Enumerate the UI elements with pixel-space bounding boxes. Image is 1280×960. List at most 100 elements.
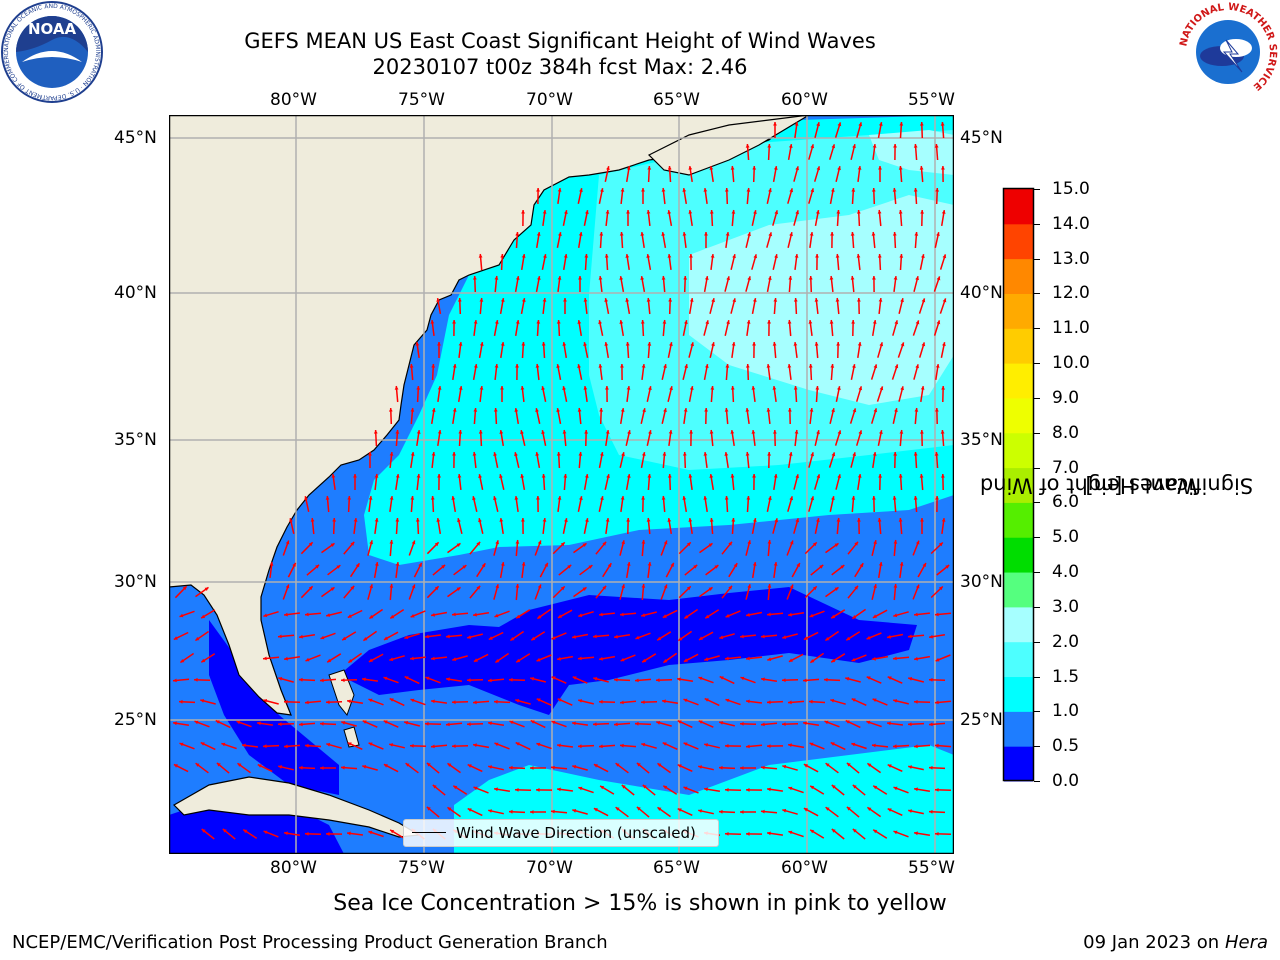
wave-direction-arrowhead <box>308 586 313 591</box>
wave-direction-arrowhead <box>732 298 736 303</box>
wave-direction-arrowhead <box>315 564 320 569</box>
wave-direction-arrowhead <box>856 254 861 258</box>
wave-direction-arrowhead <box>877 254 882 258</box>
wave-direction-arrowhead <box>829 276 834 280</box>
wave-direction-arrowhead <box>336 565 341 569</box>
wave-direction-arrowhead <box>845 720 850 724</box>
wave-direction-arrowhead <box>761 634 765 639</box>
wave-direction-arrowhead <box>447 807 452 811</box>
wave-direction-arrowhead <box>374 474 379 478</box>
wave-direction-arrowhead <box>936 320 941 325</box>
wave-direction-arrowhead <box>829 320 834 324</box>
wave-direction-arrowhead <box>677 808 682 812</box>
wave-direction-arrowhead <box>389 698 394 702</box>
wave-direction-arrowhead <box>556 408 560 412</box>
colorbar-tick-mark <box>1034 641 1040 643</box>
wave-direction-arrowhead <box>809 408 814 412</box>
wave-direction-arrowhead <box>410 698 415 703</box>
wave-direction-arrowhead <box>404 676 409 680</box>
wave-direction-arrowhead <box>640 320 645 324</box>
wave-direction-arrowhead <box>819 564 824 569</box>
wave-direction-arrowhead <box>894 320 899 325</box>
colorbar-tick-mark <box>1034 537 1040 539</box>
wave-direction-arrowhead <box>732 254 736 259</box>
wave-direction-arrowhead <box>625 342 630 346</box>
wave-direction-arrowhead <box>200 699 205 703</box>
wave-direction-arrowhead <box>180 659 185 663</box>
wave-direction-arrowhead <box>564 518 568 522</box>
wave-direction-arrowhead <box>642 784 647 789</box>
wave-direction-arrowhead <box>929 765 933 770</box>
wave-direction-arrowhead <box>859 563 864 568</box>
wave-direction-arrowhead <box>942 254 947 259</box>
wave-direction-arrowhead <box>825 807 830 811</box>
wave-direction-arrowhead <box>350 541 355 546</box>
wave-direction-arrowhead <box>852 784 857 789</box>
wave-direction-arrowhead <box>872 614 877 618</box>
colorbar-tick-label: 1.5 <box>1052 666 1080 687</box>
wave-direction-arrowhead <box>872 656 876 661</box>
wave-band-0-0-to-0-5-gulf <box>209 620 339 795</box>
wave-direction-arrowhead <box>284 612 288 617</box>
wave-direction-arrowhead <box>782 764 787 769</box>
wave-direction-arrowhead <box>369 540 373 545</box>
wave-direction-arrowhead <box>179 742 184 747</box>
wave-direction-arrowhead <box>810 829 815 834</box>
colorbar-tick-label: 0.0 <box>1052 771 1080 791</box>
wave-direction-arrowhead <box>305 743 309 748</box>
wave-direction-arrowhead <box>689 386 694 390</box>
wave-direction-arrowhead <box>782 678 786 683</box>
wave-direction-arrowhead <box>772 386 777 390</box>
wave-direction-arrowhead <box>893 276 898 280</box>
wave-direction-arrowhead <box>746 188 751 192</box>
wave-direction-arrowhead <box>934 452 939 456</box>
wave-direction-arrowhead <box>836 210 841 214</box>
wave-direction-arrowhead <box>663 659 668 663</box>
wave-direction-arrowhead <box>493 408 498 412</box>
lat-label-left-30n: 30°N <box>114 572 157 592</box>
wave-direction-arrowhead <box>330 587 335 591</box>
wave-direction-arrowhead <box>810 188 815 193</box>
wave-direction-arrowhead <box>600 188 604 192</box>
nws-logo: NATIONAL WEATHER SERVICE <box>1178 2 1278 102</box>
wave-band-2-0-to-3-0-b <box>869 130 954 175</box>
wave-direction-arrowhead <box>657 807 662 811</box>
wave-direction-arrowhead <box>320 635 325 640</box>
wave-direction-arrowhead <box>520 430 524 434</box>
wave-direction-arrowhead <box>941 386 945 390</box>
wave-direction-arrowhead <box>201 614 206 619</box>
wave-direction-arrowhead <box>879 430 883 434</box>
wave-direction-arrowhead <box>563 474 568 478</box>
wave-direction-arrowhead <box>605 430 610 434</box>
wave-direction-arrowhead <box>710 254 715 258</box>
wave-direction-arrowhead <box>598 364 603 368</box>
wave-direction-arrowhead <box>556 452 561 456</box>
wave-direction-arrowhead <box>243 829 248 834</box>
wave-direction-arrowhead <box>395 518 400 522</box>
wave-direction-arrowhead <box>661 188 666 192</box>
wave-direction-arrowhead <box>648 386 652 390</box>
wave-direction-arrowhead <box>530 677 535 681</box>
wave-direction-arrowhead <box>751 430 756 434</box>
wave-direction-arrowhead <box>584 474 589 478</box>
wave-direction-arrowhead <box>431 452 436 456</box>
wave-direction-arrowhead <box>535 452 540 456</box>
wave-direction-arrowhead <box>914 232 919 236</box>
wave-direction-arrowhead <box>731 518 736 522</box>
wave-direction-arrowhead <box>761 809 765 814</box>
wave-direction-arrowhead <box>551 636 556 640</box>
wave-direction-arrowhead <box>641 496 645 500</box>
wave-direction-arrowhead <box>495 540 499 545</box>
wave-direction-arrowhead <box>704 408 708 412</box>
wave-direction-arrowhead <box>481 563 486 568</box>
wave-direction-arrowhead <box>285 584 290 589</box>
wave-direction-arrowhead <box>724 408 729 412</box>
wave-direction-arrowhead <box>418 562 422 567</box>
wave-direction-arrowhead <box>425 676 430 681</box>
wave-direction-arrowhead <box>572 809 577 813</box>
wave-direction-arrowhead <box>935 832 939 836</box>
wave-direction-arrowhead <box>873 540 877 545</box>
wave-direction-arrowhead <box>740 676 745 681</box>
wave-direction-arrowhead <box>938 586 943 591</box>
wave-direction-arrowhead <box>222 828 227 833</box>
